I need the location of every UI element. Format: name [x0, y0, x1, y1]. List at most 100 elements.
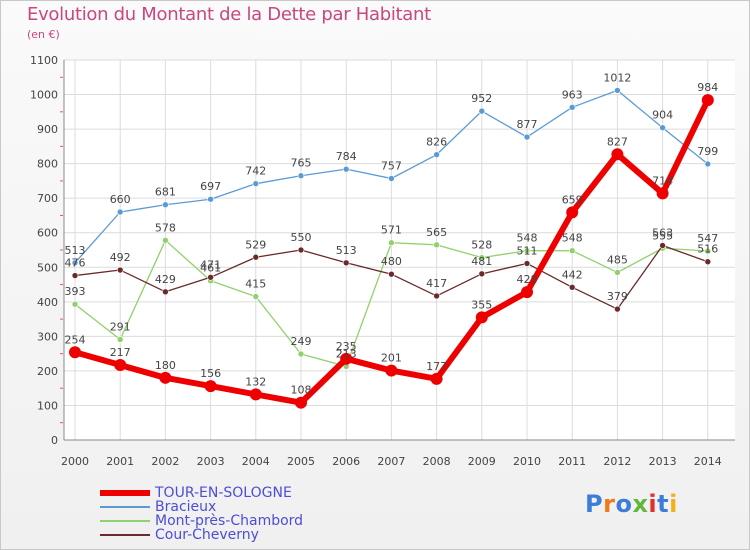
y-tick-label: 0: [51, 434, 58, 447]
data-point: [252, 180, 260, 187]
data-label: 442: [562, 268, 583, 281]
data-point: [162, 288, 169, 296]
logo-letter: r: [603, 490, 616, 518]
data-label: 548: [517, 232, 538, 245]
data-point: [162, 237, 169, 244]
data-point: [385, 364, 398, 377]
data-label: 415: [245, 278, 266, 291]
data-label: 660: [110, 193, 131, 206]
data-label: 393: [65, 285, 86, 298]
data-point: [116, 208, 124, 216]
data-point: [521, 286, 533, 299]
data-point: [297, 172, 305, 180]
data-point: [207, 195, 214, 203]
data-point: [342, 259, 350, 267]
data-point: [433, 292, 440, 300]
y-tick-label: 1000: [30, 89, 58, 102]
y-tick-label: 900: [37, 123, 58, 136]
data-label: 659: [562, 193, 583, 206]
data-point: [475, 311, 488, 324]
x-tick-label: 2004: [242, 455, 270, 468]
data-point: [659, 124, 666, 132]
data-point: [478, 270, 486, 278]
y-tick-label: 500: [37, 261, 58, 274]
data-label: 156: [200, 367, 221, 380]
legend-swatch: [100, 506, 150, 508]
data-point: [656, 187, 669, 200]
data-label: 547: [697, 232, 718, 245]
chart-title: Evolution du Montant de la Dette par Hab…: [27, 4, 431, 25]
legend-label: Bracieux: [155, 499, 217, 515]
data-point: [523, 260, 531, 267]
data-label: 565: [426, 226, 447, 239]
data-label: 492: [110, 251, 131, 264]
legend-label: TOUR-EN-SOLOGNE: [155, 485, 292, 501]
data-label: 529: [245, 238, 266, 251]
unit-label: (en €): [27, 28, 60, 41]
data-label: 952: [471, 92, 492, 105]
x-tick-label: 2010: [513, 455, 541, 468]
data-label: 516: [697, 243, 718, 256]
data-label: 379: [607, 290, 628, 303]
x-tick-label: 2011: [558, 455, 586, 468]
data-label: 1012: [603, 71, 631, 84]
data-point: [523, 247, 531, 254]
x-tick-label: 2014: [694, 455, 722, 468]
data-point: [704, 160, 712, 168]
proxiti-logo: Proxiti: [585, 490, 678, 518]
data-label: 714: [652, 174, 673, 187]
data-label: 217: [110, 346, 131, 359]
data-point: [433, 151, 440, 158]
x-tick-label: 2013: [649, 455, 677, 468]
data-point: [568, 104, 576, 111]
x-tick-label: 2001: [106, 455, 134, 468]
x-tick-label: 2002: [151, 455, 179, 468]
data-point: [252, 253, 260, 261]
data-label: 511: [517, 244, 538, 257]
logo-letter: P: [585, 490, 604, 518]
y-tick-label: 700: [37, 192, 58, 205]
data-label: 555: [652, 229, 673, 242]
logo-letter: i: [648, 490, 658, 518]
data-label: 132: [245, 375, 266, 388]
legend-label: Mont-près-Chambord: [155, 513, 304, 529]
data-label: 177: [426, 360, 447, 373]
data-point: [568, 284, 576, 291]
data-label: 461: [200, 262, 221, 275]
data-point: [116, 336, 124, 343]
x-tick-label: 2005: [287, 455, 315, 468]
data-label: 563: [652, 227, 673, 240]
y-tick-label: 100: [37, 399, 58, 412]
data-point: [388, 270, 395, 278]
data-label: 984: [697, 81, 718, 94]
data-label: 481: [471, 255, 492, 268]
data-point: [207, 273, 214, 281]
legend-label: Cour-Cheverny: [155, 527, 259, 543]
data-point: [204, 380, 217, 393]
data-point: [71, 300, 79, 308]
data-point: [478, 254, 486, 261]
data-point: [523, 133, 531, 141]
data-point: [249, 388, 262, 401]
data-point: [69, 346, 81, 359]
logo-letter: t: [657, 490, 670, 518]
logo-letter: i: [669, 490, 678, 518]
data-point: [704, 258, 712, 266]
data-label: 742: [245, 165, 266, 178]
y-tick-label: 800: [37, 158, 58, 171]
x-tick-label: 2000: [61, 455, 89, 468]
data-label: 826: [426, 136, 447, 149]
data-point: [433, 241, 440, 249]
x-tick-label: 2006: [332, 455, 360, 468]
data-label: 513: [65, 244, 86, 257]
data-label: 799: [697, 145, 718, 158]
data-point: [297, 350, 305, 358]
data-point: [71, 259, 79, 267]
x-tick-label: 2003: [197, 455, 225, 468]
data-point: [297, 246, 305, 254]
data-point: [295, 396, 307, 409]
data-label: 528: [471, 239, 492, 252]
data-label: 235: [336, 340, 357, 353]
logo-letter: o: [615, 490, 633, 518]
